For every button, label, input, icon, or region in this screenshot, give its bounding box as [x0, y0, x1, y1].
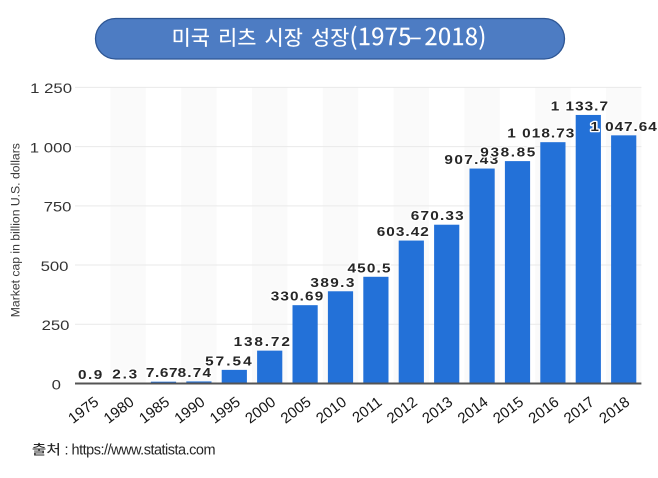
svg-text:1 047.64: 1 047.64 [590, 120, 657, 135]
svg-text:670.33: 670.33 [411, 209, 465, 224]
svg-text:1 000: 1 000 [30, 141, 72, 157]
svg-text:1 133.7: 1 133.7 [551, 99, 609, 114]
svg-text:138.72: 138.72 [234, 335, 292, 350]
svg-text:389.3: 389.3 [310, 276, 355, 291]
svg-text:2.3: 2.3 [112, 367, 139, 382]
svg-text:330.69: 330.69 [271, 290, 325, 305]
svg-text:1 250: 1 250 [30, 81, 72, 97]
svg-text:250: 250 [42, 318, 70, 334]
svg-text:750: 750 [44, 200, 72, 216]
svg-text:1 018.73: 1 018.73 [507, 127, 575, 142]
svg-text:907.43: 907.43 [444, 153, 499, 168]
svg-text:57.54: 57.54 [205, 354, 254, 369]
svg-text:938.85: 938.85 [480, 146, 537, 161]
svg-text:8.74: 8.74 [178, 366, 213, 381]
svg-text:0: 0 [52, 377, 62, 393]
svg-text:0.9: 0.9 [78, 368, 104, 383]
svg-text:603.42: 603.42 [377, 225, 430, 240]
svg-text:450.5: 450.5 [348, 261, 392, 276]
svg-text:7.67: 7.67 [146, 366, 178, 381]
svg-text:: https://www.statista.com: : https://www.statista.com [64, 442, 215, 458]
svg-text:Market cap in billion U.S. dol: Market cap in billion U.S. dollars [9, 143, 23, 317]
svg-text:500: 500 [41, 259, 69, 275]
